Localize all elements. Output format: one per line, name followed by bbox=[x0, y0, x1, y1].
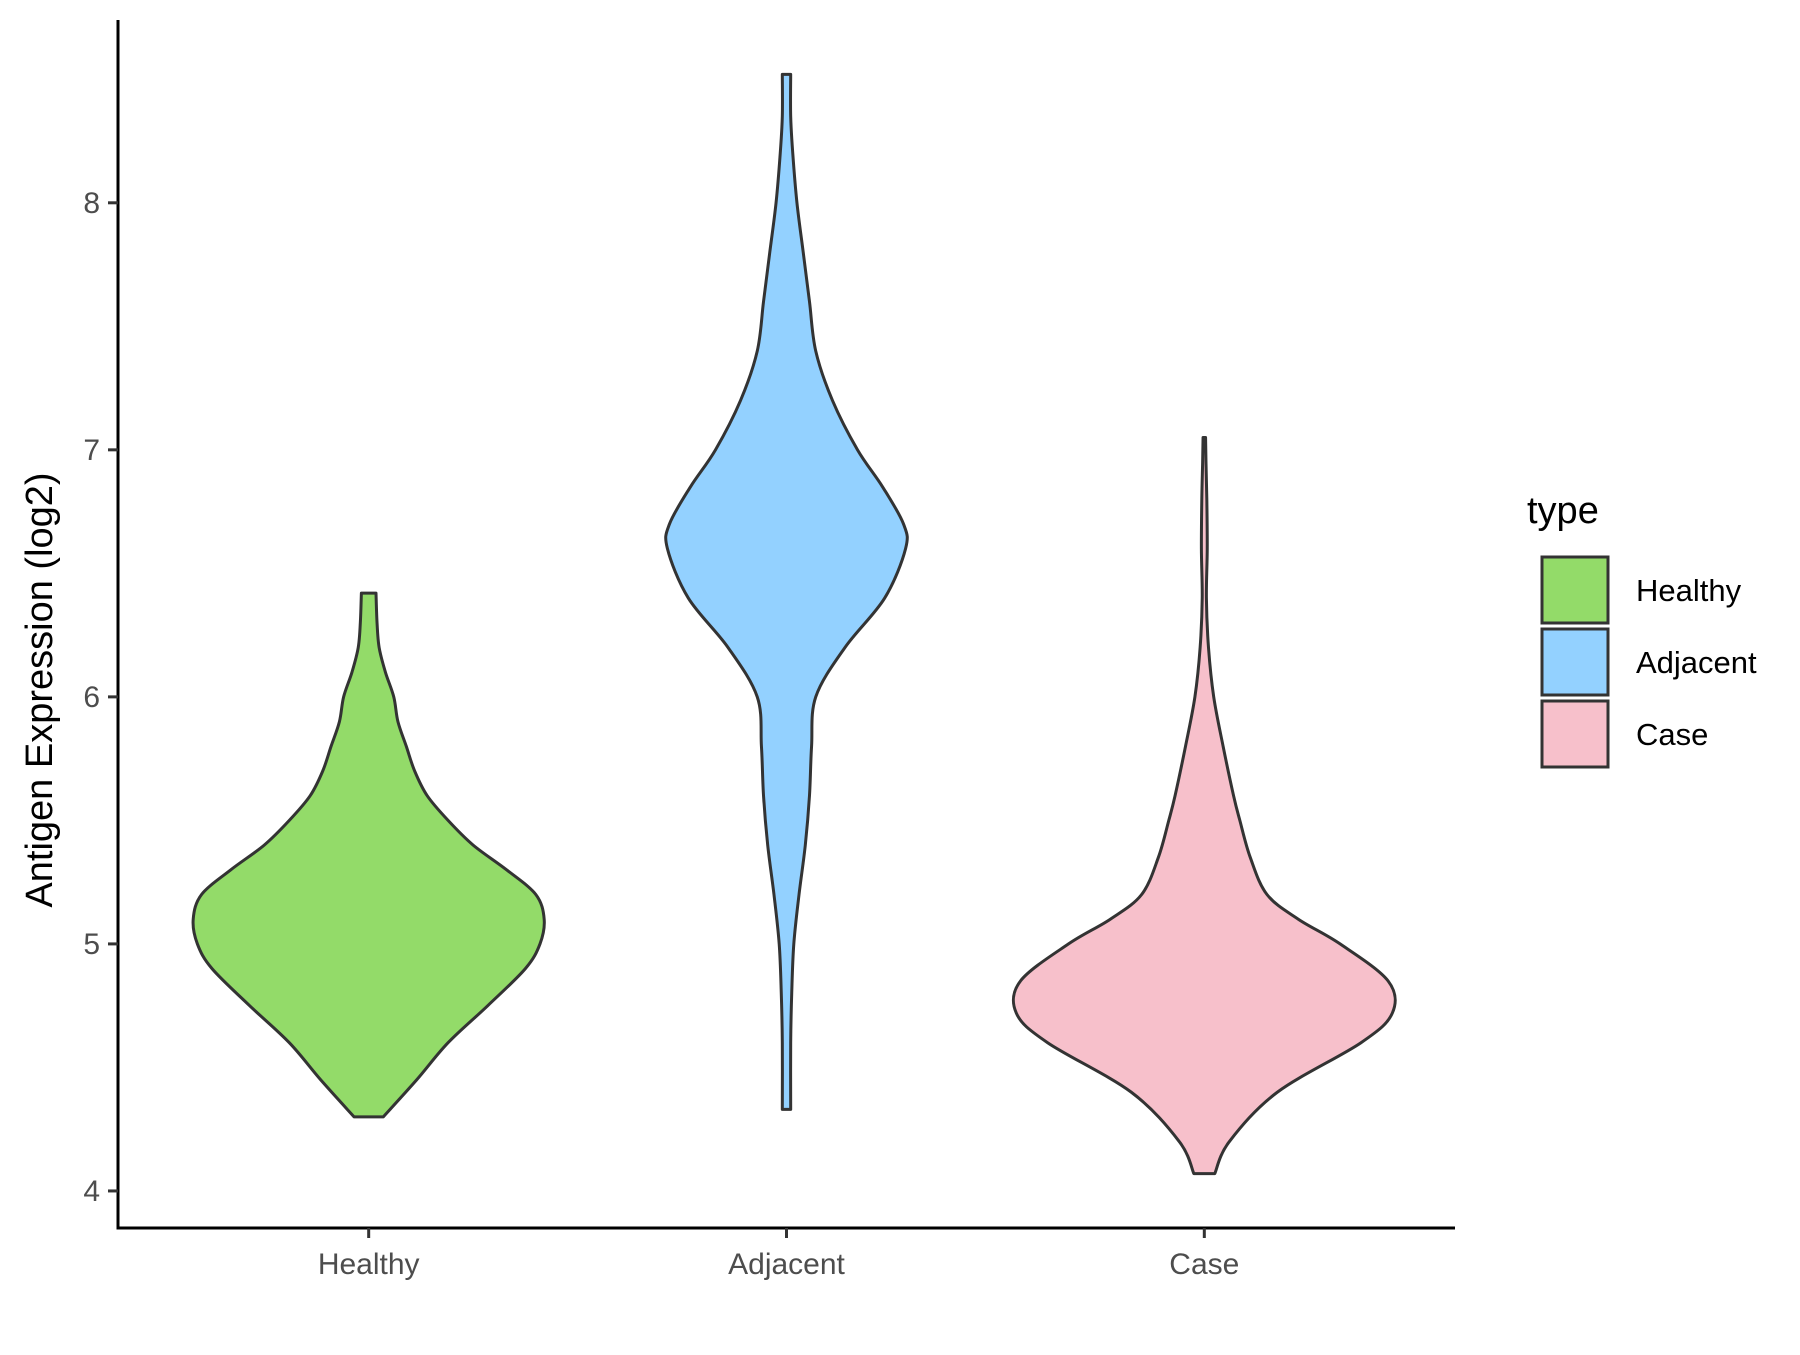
legend-label-adjacent: Adjacent bbox=[1636, 645, 1757, 680]
legend-key-case bbox=[1540, 699, 1610, 769]
y-axis-title: Antigen Expression (log2) bbox=[19, 472, 61, 907]
y-tick-label: 6 bbox=[83, 681, 100, 714]
violin-healthy bbox=[191, 591, 546, 1119]
y-tick-label: 4 bbox=[83, 1175, 100, 1208]
violin-adjacent bbox=[664, 72, 909, 1111]
legend: type Healthy Adjacent Case bbox=[1527, 490, 1757, 769]
y-tick-label: 8 bbox=[83, 187, 100, 220]
x-tick-label: Adjacent bbox=[728, 1248, 845, 1281]
axes-layer: 4 5 6 7 8 Healthy Adjacent Case bbox=[83, 20, 1455, 1281]
legend-key-healthy bbox=[1540, 555, 1610, 625]
legend-title: type bbox=[1527, 490, 1599, 532]
x-tick-label: Case bbox=[1169, 1248, 1239, 1281]
legend-label-healthy: Healthy bbox=[1636, 573, 1742, 608]
legend-label-case: Case bbox=[1636, 717, 1708, 752]
y-tick-label: 7 bbox=[83, 434, 100, 467]
violin-case bbox=[1011, 435, 1397, 1176]
legend-items: Healthy Adjacent Case bbox=[1540, 555, 1757, 769]
x-tick-label: Healthy bbox=[318, 1248, 420, 1281]
legend-key-adjacent bbox=[1540, 627, 1610, 697]
y-ticks: 4 5 6 7 8 bbox=[83, 187, 118, 1208]
y-tick-label: 5 bbox=[83, 928, 100, 961]
violin-layer bbox=[191, 72, 1397, 1176]
x-ticks: Healthy Adjacent Case bbox=[318, 1228, 1239, 1281]
